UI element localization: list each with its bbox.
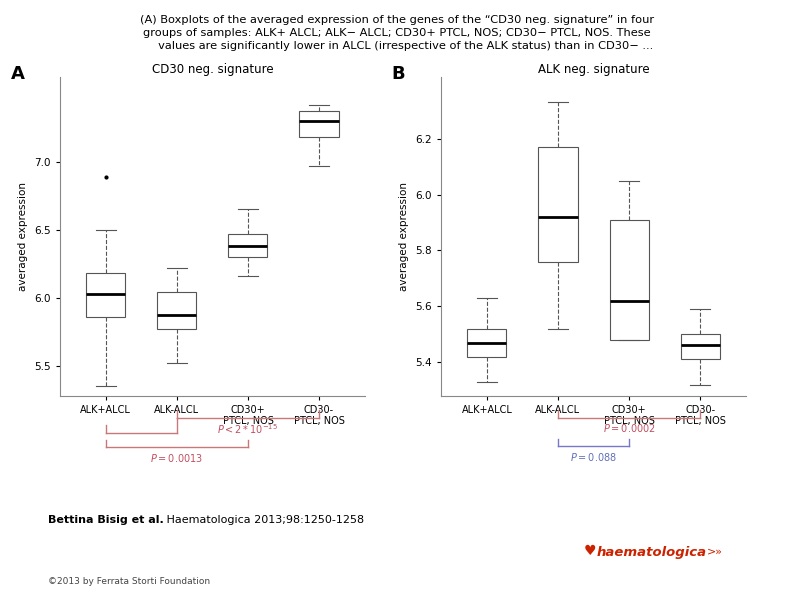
- Text: B: B: [391, 65, 406, 83]
- Text: Bettina Bisig et al.: Bettina Bisig et al.: [48, 515, 164, 525]
- Text: A: A: [10, 65, 25, 83]
- Text: (A) Boxplots of the averaged expression of the genes of the “CD30 neg. signature: (A) Boxplots of the averaged expression …: [140, 15, 654, 51]
- Text: $P = 0.0013$: $P = 0.0013$: [150, 452, 203, 464]
- Text: $P < 2*10^{-15}$: $P < 2*10^{-15}$: [218, 422, 279, 436]
- Text: ♥: ♥: [584, 544, 596, 559]
- Text: haematologica: haematologica: [597, 546, 707, 559]
- Text: Haematologica 2013;98:1250-1258: Haematologica 2013;98:1250-1258: [163, 515, 364, 525]
- PathPatch shape: [680, 334, 719, 359]
- PathPatch shape: [229, 234, 268, 257]
- PathPatch shape: [610, 220, 649, 340]
- PathPatch shape: [157, 292, 196, 329]
- Text: $P = 0.088$: $P = 0.088$: [570, 451, 617, 463]
- Title: CD30 neg. signature: CD30 neg. signature: [152, 63, 273, 76]
- PathPatch shape: [299, 111, 338, 137]
- PathPatch shape: [538, 147, 577, 262]
- Title: ALK neg. signature: ALK neg. signature: [538, 63, 649, 76]
- Y-axis label: averaged expression: averaged expression: [399, 182, 410, 291]
- Text: ©2013 by Ferrata Storti Foundation: ©2013 by Ferrata Storti Foundation: [48, 577, 210, 586]
- PathPatch shape: [468, 328, 507, 356]
- Text: >»: >»: [707, 546, 723, 556]
- Y-axis label: averaged expression: averaged expression: [18, 182, 29, 291]
- PathPatch shape: [87, 273, 125, 317]
- Text: $P = 0.0002$: $P = 0.0002$: [603, 422, 656, 434]
